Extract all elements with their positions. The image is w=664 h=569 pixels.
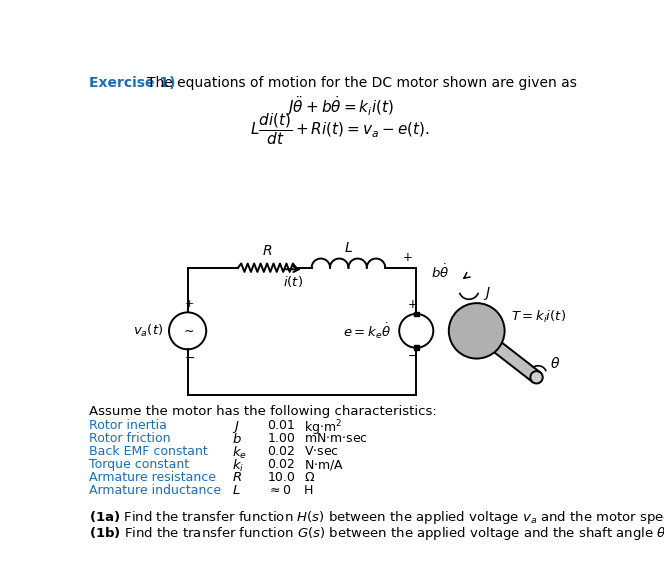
- Text: 1.00: 1.00: [268, 432, 295, 445]
- Text: $J$: $J$: [483, 284, 491, 302]
- Text: $\mathit{i}(t)$: $\mathit{i}(t)$: [283, 274, 303, 289]
- Text: +: +: [408, 298, 418, 311]
- Text: 0.01: 0.01: [268, 419, 295, 432]
- Text: +: +: [185, 299, 195, 310]
- Text: $L$: $L$: [232, 484, 240, 497]
- Text: Armature inductance: Armature inductance: [89, 484, 221, 497]
- Text: $R$: $R$: [232, 471, 242, 484]
- Text: Assume the motor has the following characteristics:: Assume the motor has the following chara…: [89, 405, 437, 418]
- Text: $v_a(t)$: $v_a(t)$: [133, 323, 163, 339]
- Text: $\sim$: $\sim$: [181, 324, 195, 337]
- Text: N$\cdot$m/A: N$\cdot$m/A: [304, 458, 344, 472]
- Text: Rotor inertia: Rotor inertia: [89, 419, 167, 432]
- Text: Back EMF constant: Back EMF constant: [89, 445, 208, 458]
- Text: $b$: $b$: [232, 432, 242, 446]
- Text: $\Omega$: $\Omega$: [304, 471, 315, 484]
- Text: $L$: $L$: [344, 241, 353, 255]
- Bar: [414, 345, 418, 350]
- Text: −: −: [408, 350, 418, 363]
- Circle shape: [449, 303, 505, 358]
- Polygon shape: [484, 335, 540, 382]
- Text: $T = k_i i(t)$: $T = k_i i(t)$: [511, 309, 566, 325]
- Text: $J$: $J$: [232, 419, 240, 435]
- Bar: [414, 312, 418, 316]
- Circle shape: [531, 371, 542, 384]
- Text: mN$\cdot$m$\cdot$sec: mN$\cdot$m$\cdot$sec: [304, 432, 368, 445]
- Text: $L\dfrac{di(t)}{dt} + Ri(t) = v_a - e(t).$: $L\dfrac{di(t)}{dt} + Ri(t) = v_a - e(t)…: [250, 112, 430, 147]
- Text: $\mathbf{(1a)}$ Find the transfer function $H(s)$ between the applied voltage $v: $\mathbf{(1a)}$ Find the transfer functi…: [89, 506, 664, 527]
- Text: $b\dot{\theta}$: $b\dot{\theta}$: [430, 263, 449, 281]
- Text: The equations of motion for the DC motor shown are given as: The equations of motion for the DC motor…: [147, 76, 577, 90]
- Text: $\theta$: $\theta$: [550, 356, 560, 371]
- Text: Torque constant: Torque constant: [89, 458, 189, 471]
- Text: $R$: $R$: [262, 244, 272, 258]
- Text: $\mathbf{(1b)}$ Find the transfer function $G(s)$ between the applied voltage an: $\mathbf{(1b)}$ Find the transfer functi…: [89, 525, 664, 542]
- Text: $J\ddot{\theta} + b\dot{\theta} = k_i i(t)$: $J\ddot{\theta} + b\dot{\theta} = k_i i(…: [286, 94, 394, 118]
- Text: $k_i$: $k_i$: [232, 458, 244, 474]
- Text: H: H: [304, 484, 313, 497]
- Text: Rotor friction: Rotor friction: [89, 432, 171, 445]
- Text: kg$\cdot$m$^2$: kg$\cdot$m$^2$: [304, 419, 342, 438]
- Text: $e = k_e\dot{\theta}$: $e = k_e\dot{\theta}$: [343, 321, 392, 341]
- Text: $\approx 0$: $\approx 0$: [268, 484, 292, 497]
- Text: 10.0: 10.0: [268, 471, 295, 484]
- Text: −: −: [185, 352, 195, 365]
- Text: Armature resistance: Armature resistance: [89, 471, 216, 484]
- Text: $k_e$: $k_e$: [232, 445, 247, 461]
- Text: Exercise 1): Exercise 1): [89, 76, 176, 90]
- Text: V$\cdot$sec: V$\cdot$sec: [304, 445, 339, 458]
- Text: +: +: [402, 251, 412, 264]
- Text: 0.02: 0.02: [268, 445, 295, 458]
- Text: 0.02: 0.02: [268, 458, 295, 471]
